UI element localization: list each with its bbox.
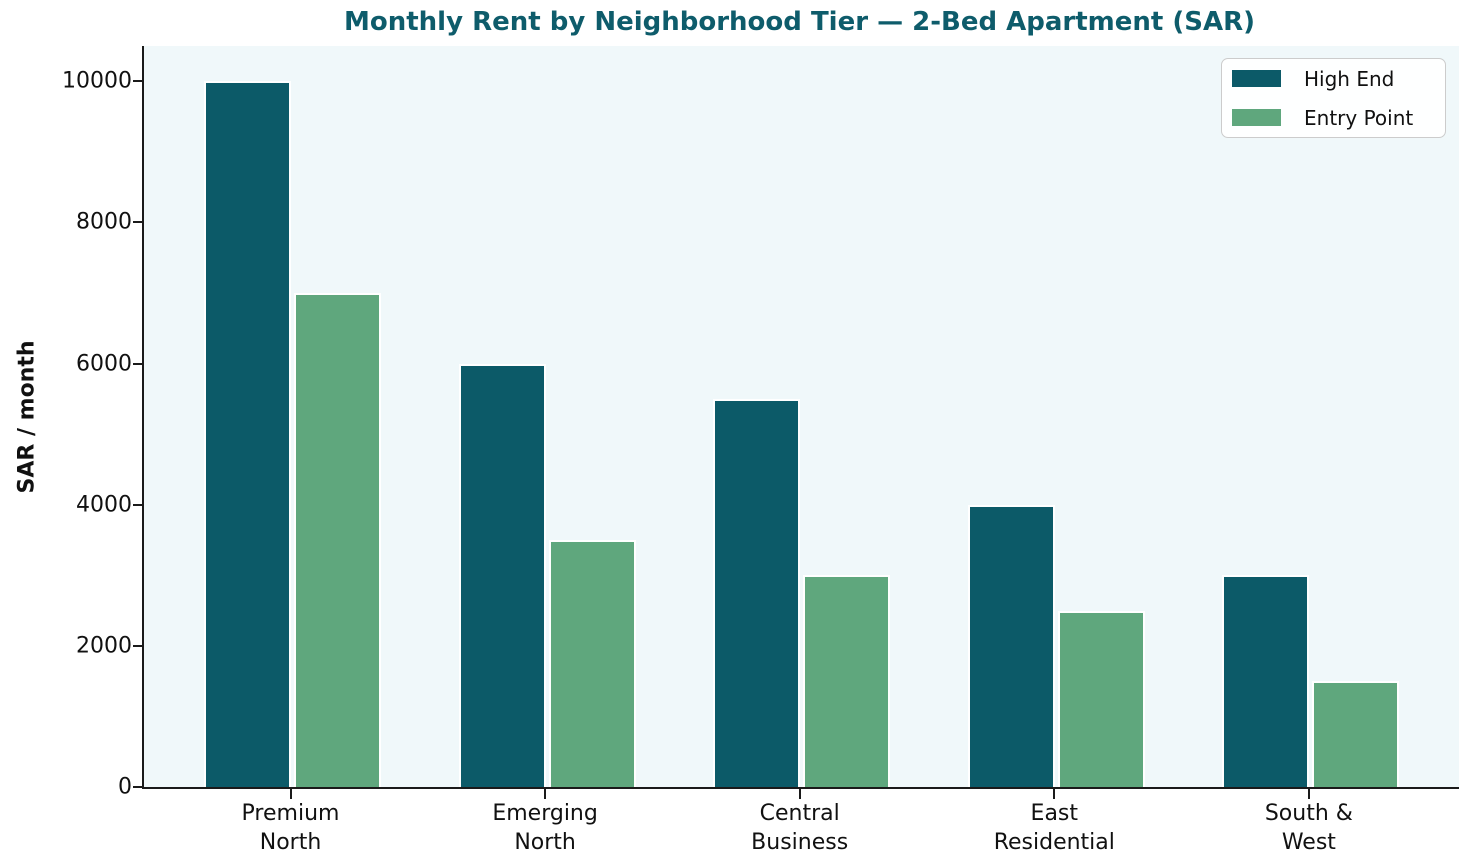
x-tick-label: Central Business [751, 801, 849, 855]
legend-label: Entry Point [1304, 105, 1414, 130]
bar-high-end [713, 398, 801, 787]
x-tick-mark [289, 789, 292, 799]
bar-entry-point [1057, 610, 1145, 787]
x-tick-label: Emerging North [492, 801, 598, 855]
plot-area [142, 46, 1459, 789]
x-tick-mark [1307, 789, 1310, 799]
y-tick-mark [133, 786, 142, 788]
y-tick-label: 6000 [76, 351, 132, 377]
bar-high-end [1222, 575, 1310, 787]
y-tick-mark [133, 221, 142, 224]
bar-entry-point [548, 540, 636, 787]
y-tick-label: 8000 [76, 209, 132, 235]
chart-title: Monthly Rent by Neighborhood Tier — 2-Be… [343, 7, 1256, 37]
y-tick-mark [133, 80, 142, 83]
legend-item: Entry Point [1232, 106, 1435, 130]
legend-item: High End [1232, 67, 1435, 91]
legend-label: High End [1304, 66, 1395, 91]
y-tick-label: 0 [118, 774, 132, 800]
legend-swatch [1232, 109, 1281, 126]
bar-high-end [458, 363, 546, 787]
x-tick-label: South & West [1264, 801, 1353, 855]
y-tick-label: 2000 [76, 633, 132, 659]
x-tick-mark [798, 789, 801, 799]
x-tick-mark [544, 789, 547, 799]
legend-swatch [1232, 70, 1281, 87]
legend: High End Entry Point [1221, 58, 1446, 138]
bar-entry-point [294, 293, 381, 787]
bar-high-end [967, 504, 1055, 787]
bar-high-end [204, 81, 291, 787]
bar-entry-point [803, 575, 891, 787]
y-tick-mark [133, 644, 142, 647]
y-tick-mark [133, 503, 142, 506]
x-tick-label: East Residential [993, 801, 1115, 855]
bar-entry-point [1312, 681, 1400, 787]
y-tick-label: 10000 [62, 68, 132, 94]
y-tick-label: 4000 [76, 492, 132, 518]
x-tick-label: Premium North [241, 801, 340, 855]
y-tick-mark [133, 362, 142, 365]
x-tick-mark [1053, 789, 1056, 799]
